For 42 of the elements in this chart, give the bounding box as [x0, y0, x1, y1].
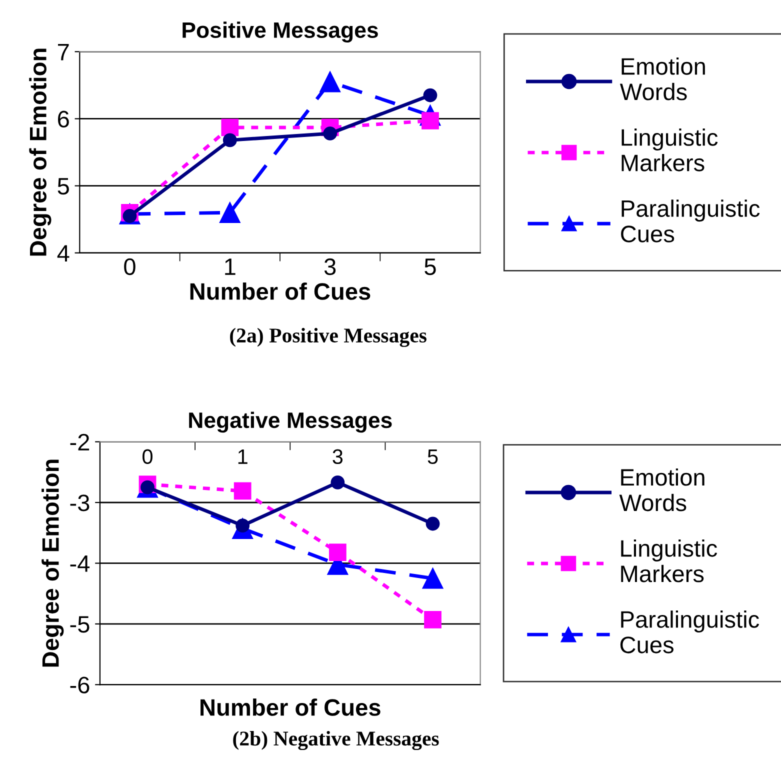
x-tick-label: 1	[225, 258, 236, 275]
legend-label: Paralinguistic Cues	[620, 610, 760, 654]
y-axis-title: Degree of Emotion	[42, 460, 64, 667]
chart-title: Negative Messages	[189, 412, 392, 433]
point	[423, 88, 438, 102]
y-tick-label: -3	[70, 494, 90, 512]
x-tick-label: 3	[324, 258, 336, 276]
point	[221, 118, 239, 136]
text: (2a) Positive Messages	[230, 328, 426, 347]
y-tick-label: 6	[58, 110, 69, 128]
point	[426, 516, 440, 531]
x-tick-label: 0	[124, 258, 136, 276]
x-axis-title: Number of Cues	[190, 282, 370, 300]
legend-label: Paralinguistic Cues	[621, 200, 760, 242]
point	[320, 71, 340, 92]
y-tick-label: -4	[70, 556, 90, 572]
point	[222, 133, 237, 148]
point	[234, 482, 252, 500]
legend-label: Linguistic Markers	[621, 539, 718, 582]
x-tick-label: 1	[238, 450, 248, 464]
y-tick-label: -2	[70, 434, 90, 450]
x-axis-title: Number of Cues	[200, 698, 380, 716]
y-tick-label: -5	[70, 616, 90, 633]
x-tick-label: 5	[428, 450, 438, 464]
point	[329, 544, 346, 561]
x-tick-label: 0	[142, 449, 152, 464]
x-tick-label: 3	[332, 449, 343, 464]
text: (2b) Negative Messages	[233, 730, 439, 750]
point	[219, 202, 240, 224]
y-tick-label: 7	[58, 44, 69, 60]
y-tick-label: 4	[57, 245, 70, 262]
legend-label: Emotion Words	[619, 468, 704, 512]
y-tick-label: -6	[70, 676, 90, 694]
y-tick-label: 5	[58, 178, 69, 195]
y-axis-title: Degree of Emotion	[29, 48, 52, 256]
point	[422, 568, 444, 589]
legend-label: Linguistic Markers	[622, 128, 718, 172]
point	[330, 476, 345, 490]
x-tick-label: 5	[424, 258, 436, 276]
chart-title: Positive Messages	[182, 22, 378, 42]
point	[424, 611, 442, 628]
legend-label: Emotion Words	[620, 58, 705, 100]
